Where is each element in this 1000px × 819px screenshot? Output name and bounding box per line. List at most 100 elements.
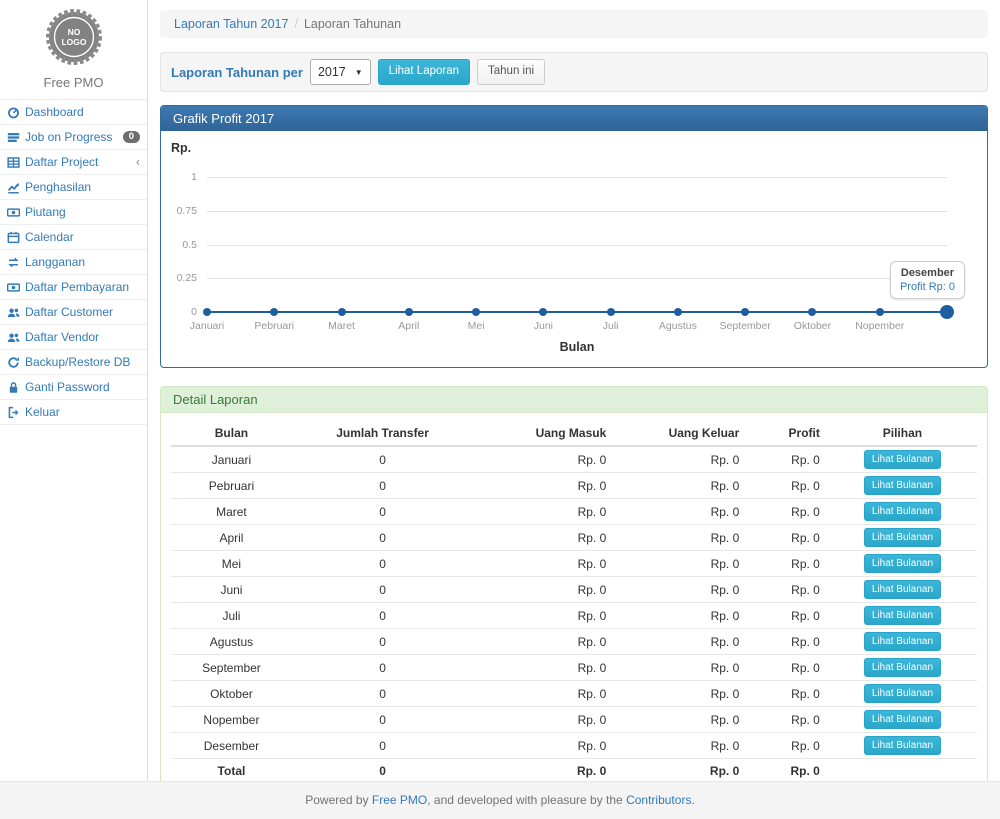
chart-data-point-januari[interactable] (203, 308, 211, 316)
sidebar-item-calendar[interactable]: Calendar (0, 225, 147, 250)
chart-x-tick: Maret (328, 320, 355, 332)
brand-name: Free PMO (0, 75, 147, 90)
cell-bulan: April (171, 525, 292, 551)
table-row-juli: Juli0Rp. 0Rp. 0Rp. 0Lihat Bulanan (171, 603, 977, 629)
cell-profit: Rp. 0 (747, 603, 828, 629)
chart-x-tick: Juli (603, 320, 619, 332)
lihat-bulanan-button-agustus[interactable]: Lihat Bulanan (864, 632, 941, 651)
chart-data-point-nopember[interactable] (876, 308, 884, 316)
lihat-bulanan-button-juli[interactable]: Lihat Bulanan (864, 606, 941, 625)
table-row-april: April0Rp. 0Rp. 0Rp. 0Lihat Bulanan (171, 525, 977, 551)
cell-jumlah_transfer: 0 (292, 603, 473, 629)
lihat-bulanan-button-pebruari[interactable]: Lihat Bulanan (864, 476, 941, 495)
signout-icon (7, 406, 20, 419)
chart-gridline (207, 177, 947, 178)
sidebar-item-keluar[interactable]: Keluar (0, 400, 147, 425)
lihat-bulanan-button-desember[interactable]: Lihat Bulanan (864, 736, 941, 755)
chart-gridline (207, 278, 947, 279)
cell-bulan: Januari (171, 446, 292, 473)
chart-data-point-april[interactable] (405, 308, 413, 316)
lihat-bulanan-button-maret[interactable]: Lihat Bulanan (864, 502, 941, 521)
sidebar-item-daftar-vendor[interactable]: Daftar Vendor (0, 325, 147, 350)
chart-data-point-september[interactable] (741, 308, 749, 316)
sidebar-item-ganti-password[interactable]: Ganti Password (0, 375, 147, 400)
column-header-uang-keluar: Uang Keluar (614, 421, 747, 446)
cell-uang_masuk: Rp. 0 (473, 603, 614, 629)
sidebar-item-dashboard[interactable]: Dashboard (0, 100, 147, 125)
cell-uang_keluar: Rp. 0 (614, 446, 747, 473)
chart-data-point-mei[interactable] (472, 308, 480, 316)
cell-profit: Rp. 0 (747, 707, 828, 733)
chart-data-point-oktober[interactable] (808, 308, 816, 316)
brand: NO LOGO Free PMO (0, 0, 147, 99)
sidebar-item-backup-restore-db[interactable]: Backup/Restore DB (0, 350, 147, 375)
sidebar-item-daftar-project[interactable]: Daftar Project ‹ (0, 150, 147, 175)
money-icon (7, 206, 20, 219)
cell-uang_masuk: Rp. 0 (473, 655, 614, 681)
sidebar-item-piutang[interactable]: Piutang (0, 200, 147, 225)
table-header-row: BulanJumlah TransferUang MasukUang Kelua… (171, 421, 977, 446)
sidebar-item-daftar-pembayaran[interactable]: Daftar Pembayaran (0, 275, 147, 300)
lihat-laporan-button[interactable]: Lihat Laporan (378, 59, 470, 85)
cell-pilihan: Lihat Bulanan (828, 655, 977, 681)
chart-data-point-desember[interactable] (940, 305, 954, 319)
dashboard-icon (7, 106, 20, 119)
cell-pilihan: Lihat Bulanan (828, 577, 977, 603)
sidebar-item-label: Daftar Project (25, 155, 98, 169)
footer-link-contributors[interactable]: Contributors. (626, 793, 695, 807)
table-row-desember: Desember0Rp. 0Rp. 0Rp. 0Lihat Bulanan (171, 733, 977, 759)
table-row-maret: Maret0Rp. 0Rp. 0Rp. 0Lihat Bulanan (171, 499, 977, 525)
chart-data-point-juni[interactable] (539, 308, 547, 316)
chart-data-point-agustus[interactable] (674, 308, 682, 316)
lihat-bulanan-button-nopember[interactable]: Lihat Bulanan (864, 710, 941, 729)
tahun-ini-button[interactable]: Tahun ini (477, 59, 545, 85)
profit-chart-panel: Grafik Profit 2017 Rp. 00.250.50.751Janu… (160, 105, 988, 368)
footer-text-middle: , and developed with pleasure by the (427, 793, 626, 807)
lihat-bulanan-button-juni[interactable]: Lihat Bulanan (864, 580, 941, 599)
lihat-bulanan-button-april[interactable]: Lihat Bulanan (864, 528, 941, 547)
table-row-september: September0Rp. 0Rp. 0Rp. 0Lihat Bulanan (171, 655, 977, 681)
cell-jumlah_transfer: 0 (292, 525, 473, 551)
cell-pilihan: Lihat Bulanan (828, 629, 977, 655)
refresh-icon (7, 356, 20, 369)
sidebar-item-label: Daftar Customer (25, 305, 113, 319)
cell-uang_masuk: Rp. 0 (473, 525, 614, 551)
lihat-bulanan-button-januari[interactable]: Lihat Bulanan (864, 450, 941, 469)
chart-x-tick: Nopember (855, 320, 904, 332)
cell-uang_keluar: Rp. 0 (614, 525, 747, 551)
sidebar-item-langganan[interactable]: Langganan (0, 250, 147, 275)
chart-data-point-pebruari[interactable] (270, 308, 278, 316)
cell-uang_masuk: Rp. 0 (473, 577, 614, 603)
cell-bulan: Agustus (171, 629, 292, 655)
chart-gridline (207, 211, 947, 212)
lihat-bulanan-button-mei[interactable]: Lihat Bulanan (864, 554, 941, 573)
chart-data-point-juli[interactable] (607, 308, 615, 316)
year-select[interactable]: 2017 ▼ (310, 59, 371, 85)
footer-link-free-pmo[interactable]: Free PMO (372, 793, 427, 807)
cell-uang_masuk: Rp. 0 (473, 681, 614, 707)
users-icon (7, 331, 20, 344)
total-uang_keluar: Rp. 0 (614, 759, 747, 783)
cell-uang_masuk: Rp. 0 (473, 707, 614, 733)
lihat-bulanan-button-oktober[interactable]: Lihat Bulanan (864, 684, 941, 703)
sidebar-item-penghasilan[interactable]: Penghasilan (0, 175, 147, 200)
table-row-januari: Januari0Rp. 0Rp. 0Rp. 0Lihat Bulanan (171, 446, 977, 473)
table-row-mei: Mei0Rp. 0Rp. 0Rp. 0Lihat Bulanan (171, 551, 977, 577)
cell-pilihan: Lihat Bulanan (828, 707, 977, 733)
breadcrumb-link-laporan-tahun[interactable]: Laporan Tahun 2017 (174, 17, 288, 31)
cell-profit: Rp. 0 (747, 577, 828, 603)
chart-series-line (207, 311, 947, 313)
money-icon (7, 281, 20, 294)
table-row-agustus: Agustus0Rp. 0Rp. 0Rp. 0Lihat Bulanan (171, 629, 977, 655)
cell-uang_keluar: Rp. 0 (614, 603, 747, 629)
sidebar-item-job-on-progress[interactable]: Job on Progress0 (0, 125, 147, 150)
sidebar-item-daftar-customer[interactable]: Daftar Customer (0, 300, 147, 325)
cell-uang_keluar: Rp. 0 (614, 551, 747, 577)
chevron-left-icon: ‹ (136, 156, 140, 168)
sidebar-item-label: Backup/Restore DB (25, 355, 130, 369)
footer-text-prefix: Powered by (305, 793, 372, 807)
cell-uang_keluar: Rp. 0 (614, 473, 747, 499)
tasks-icon (7, 131, 20, 144)
lihat-bulanan-button-september[interactable]: Lihat Bulanan (864, 658, 941, 677)
chart-data-point-maret[interactable] (338, 308, 346, 316)
